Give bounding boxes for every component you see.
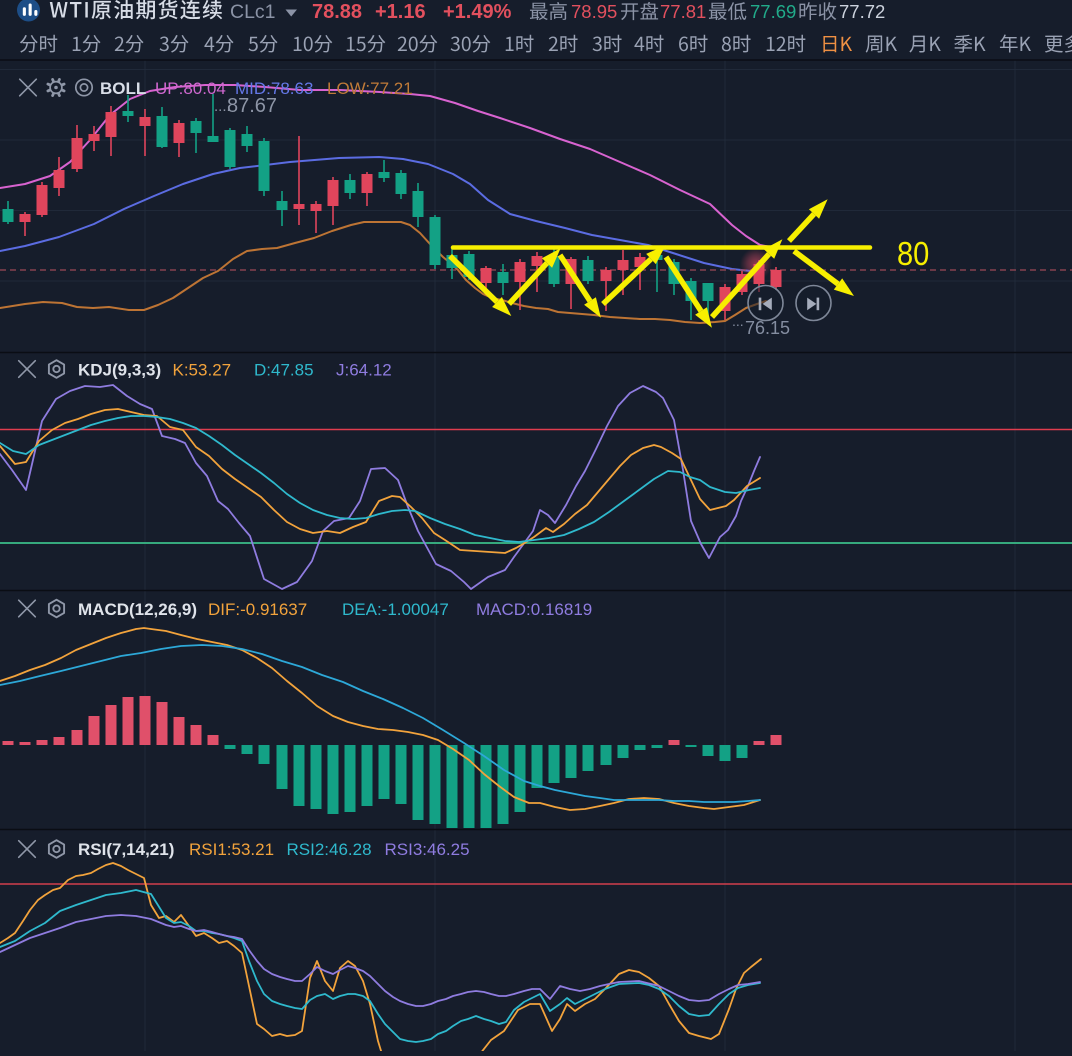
svg-text:RSI1:53.21: RSI1:53.21	[189, 840, 274, 859]
svg-text:87.67: 87.67	[227, 95, 277, 117]
svg-text:K:53.27: K:53.27	[173, 361, 232, 380]
svg-text:+1.16: +1.16	[375, 1, 426, 23]
svg-text:80: 80	[897, 235, 929, 272]
svg-text:UP:80.04: UP:80.04	[155, 79, 226, 98]
svg-text:78.95: 78.95	[571, 1, 617, 22]
svg-text:MID:78.63: MID:78.63	[235, 79, 313, 98]
svg-text:77.81: 77.81	[660, 1, 706, 22]
svg-text:DIF:-0.91637: DIF:-0.91637	[208, 600, 307, 619]
svg-text:77.69: 77.69	[750, 1, 796, 22]
svg-text:RSI(7,14,21): RSI(7,14,21)	[78, 840, 174, 859]
svg-text:LOW:77.21: LOW:77.21	[327, 79, 413, 98]
svg-text:BOLL: BOLL	[100, 79, 146, 98]
svg-text:RSI2:46.28: RSI2:46.28	[287, 840, 372, 859]
svg-text:+1.49%: +1.49%	[443, 1, 512, 23]
svg-text:RSI3:46.25: RSI3:46.25	[385, 840, 470, 859]
svg-text:...: ...	[732, 313, 744, 329]
svg-text:77.72: 77.72	[839, 1, 885, 22]
svg-text:78.88: 78.88	[312, 1, 362, 23]
svg-text:CLc1: CLc1	[230, 1, 276, 23]
svg-text:....: ....	[214, 98, 231, 115]
svg-text:J:64.12: J:64.12	[336, 361, 392, 380]
svg-text:MACD:0.16819: MACD:0.16819	[476, 600, 592, 619]
svg-text:D:47.85: D:47.85	[254, 361, 314, 380]
svg-text:KDJ(9,3,3): KDJ(9,3,3)	[78, 361, 161, 380]
svg-text:MACD(12,26,9): MACD(12,26,9)	[78, 600, 197, 619]
svg-text:DEA:-1.00047: DEA:-1.00047	[342, 600, 449, 619]
svg-text:76.15: 76.15	[745, 318, 790, 338]
